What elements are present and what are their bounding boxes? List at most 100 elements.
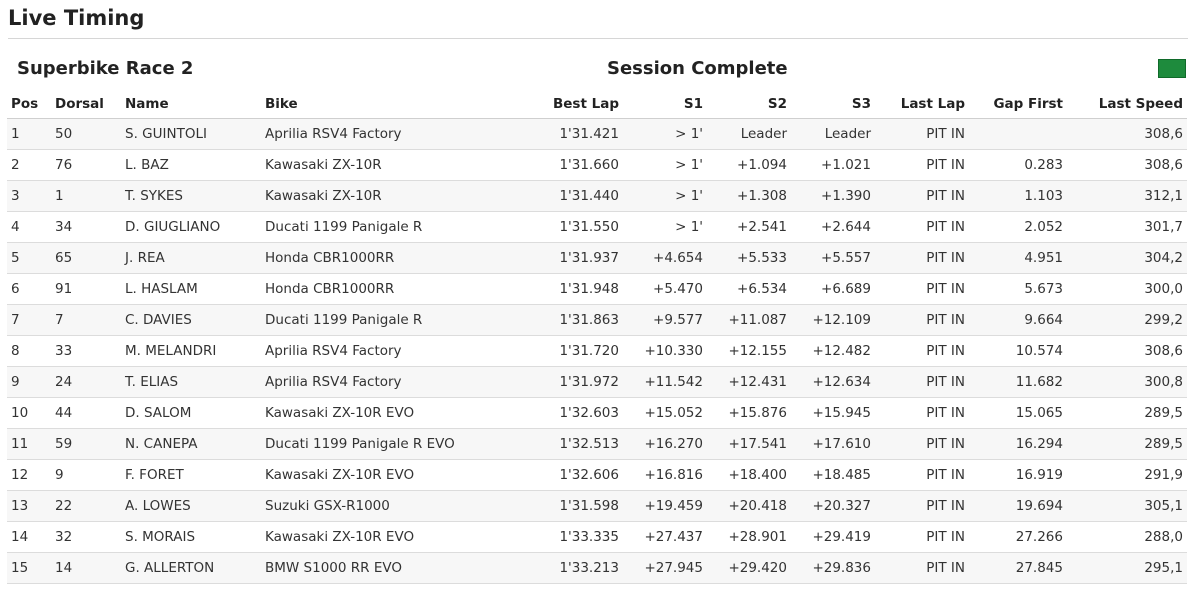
column-header-last-lap: Last Lap <box>875 89 969 119</box>
cell-gap-first <box>969 118 1067 150</box>
table-row: 13 22 A. LOWES Suzuki GSX-R1000 1'31.598 +19.… <box>7 490 1187 522</box>
cell-best-lap: 1'31.863 <box>493 304 623 336</box>
cell-rider-name: S. MORAIS <box>121 521 261 553</box>
cell-rider-name: D. SALOM <box>121 397 261 429</box>
cell-last-lap: PIT IN <box>875 397 969 429</box>
cell-pos: 12 <box>7 459 51 491</box>
cell-gap-first: 27.845 <box>969 552 1067 584</box>
cell-dorsal: 1 <box>51 180 121 212</box>
cell-s3: +20.327 <box>791 490 875 522</box>
cell-best-lap: 1'33.335 <box>493 521 623 553</box>
cell-dorsal: 91 <box>51 273 121 305</box>
cell-s2: +15.876 <box>707 397 791 429</box>
cell-s1: +19.459 <box>623 490 707 522</box>
cell-pos: 2 <box>7 149 51 181</box>
cell-last-speed: 304,2 <box>1067 242 1187 274</box>
cell-rider-name: J. REA <box>121 242 261 274</box>
cell-dorsal: 24 <box>51 366 121 398</box>
cell-gap-first: 0.283 <box>969 149 1067 181</box>
cell-gap-first: 2.052 <box>969 211 1067 243</box>
cell-dorsal: 33 <box>51 335 121 367</box>
cell-bike: Ducati 1199 Panigale R <box>261 304 493 336</box>
cell-dorsal: 9 <box>51 459 121 491</box>
cell-rider-name: L. HASLAM <box>121 273 261 305</box>
cell-bike: Aprilia RSV4 Factory <box>261 118 493 150</box>
table-row: 10 44 D. SALOM Kawasaki ZX-10R EVO 1'32.603 +… <box>7 397 1187 429</box>
cell-s2: +11.087 <box>707 304 791 336</box>
cell-pos: 10 <box>7 397 51 429</box>
cell-best-lap: 1'31.948 <box>493 273 623 305</box>
cell-rider-name: T. SYKES <box>121 180 261 212</box>
cell-s1: +9.577 <box>623 304 707 336</box>
cell-last-lap: PIT IN <box>875 552 969 584</box>
cell-gap-first: 27.266 <box>969 521 1067 553</box>
cell-s3: +29.419 <box>791 521 875 553</box>
cell-pos: 1 <box>7 118 51 150</box>
timing-table: Pos Dorsal Name Bike Best Lap S1 S2 S3 L… <box>7 89 1187 584</box>
table-row: 14 32 S. MORAIS Kawasaki ZX-10R EVO 1'33.335… <box>7 521 1187 553</box>
table-row: 7 7 C. DAVIES Ducati 1199 Panigale R 1'31.86… <box>7 304 1187 336</box>
cell-last-speed: 289,5 <box>1067 428 1187 460</box>
cell-bike: Aprilia RSV4 Factory <box>261 366 493 398</box>
cell-best-lap: 1'33.213 <box>493 552 623 584</box>
cell-dorsal: 59 <box>51 428 121 460</box>
cell-last-speed: 295,1 <box>1067 552 1187 584</box>
cell-s2: +5.533 <box>707 242 791 274</box>
cell-best-lap: 1'31.421 <box>493 118 623 150</box>
cell-last-lap: PIT IN <box>875 490 969 522</box>
cell-last-speed: 308,6 <box>1067 118 1187 150</box>
cell-bike: Ducati 1199 Panigale R <box>261 211 493 243</box>
table-row: 4 34 D. GIUGLIANO Ducati 1199 Panigale R 1'3… <box>7 211 1187 243</box>
cell-last-lap: PIT IN <box>875 335 969 367</box>
cell-s2: +2.541 <box>707 211 791 243</box>
cell-gap-first: 16.294 <box>969 428 1067 460</box>
cell-s2: +17.541 <box>707 428 791 460</box>
cell-s1: > 1' <box>623 118 707 150</box>
cell-s1: > 1' <box>623 211 707 243</box>
cell-pos: 5 <box>7 242 51 274</box>
cell-s2: +12.155 <box>707 335 791 367</box>
cell-bike: Kawasaki ZX-10R <box>261 149 493 181</box>
cell-dorsal: 65 <box>51 242 121 274</box>
cell-s3: +18.485 <box>791 459 875 491</box>
cell-last-speed: 288,0 <box>1067 521 1187 553</box>
cell-pos: 14 <box>7 521 51 553</box>
cell-gap-first: 19.694 <box>969 490 1067 522</box>
cell-gap-first: 1.103 <box>969 180 1067 212</box>
column-header-s2: S2 <box>707 89 791 119</box>
cell-gap-first: 4.951 <box>969 242 1067 274</box>
cell-last-speed: 289,5 <box>1067 397 1187 429</box>
cell-last-lap: PIT IN <box>875 366 969 398</box>
table-row: 9 24 T. ELIAS Aprilia RSV4 Factory 1'31.972 +… <box>7 366 1187 398</box>
cell-best-lap: 1'31.660 <box>493 149 623 181</box>
cell-s1: +4.654 <box>623 242 707 274</box>
cell-bike: Honda CBR1000RR <box>261 242 493 274</box>
column-header-gap-first: Gap First <box>969 89 1067 119</box>
column-header-last-speed: Last Speed <box>1067 89 1187 119</box>
cell-s2: +6.534 <box>707 273 791 305</box>
cell-pos: 3 <box>7 180 51 212</box>
cell-last-speed: 305,1 <box>1067 490 1187 522</box>
session-status: Session Complete <box>607 58 788 79</box>
cell-dorsal: 7 <box>51 304 121 336</box>
cell-s2: +20.418 <box>707 490 791 522</box>
cell-dorsal: 22 <box>51 490 121 522</box>
cell-dorsal: 14 <box>51 552 121 584</box>
cell-s2: +29.420 <box>707 552 791 584</box>
table-row: 15 14 G. ALLERTON BMW S1000 RR EVO 1'33.213 +… <box>7 552 1187 584</box>
cell-rider-name: N. CANEPA <box>121 428 261 460</box>
cell-dorsal: 50 <box>51 118 121 150</box>
cell-dorsal: 44 <box>51 397 121 429</box>
cell-pos: 11 <box>7 428 51 460</box>
cell-best-lap: 1'32.606 <box>493 459 623 491</box>
cell-last-lap: PIT IN <box>875 180 969 212</box>
cell-gap-first: 10.574 <box>969 335 1067 367</box>
cell-last-lap: PIT IN <box>875 459 969 491</box>
cell-last-lap: PIT IN <box>875 211 969 243</box>
cell-last-speed: 301,7 <box>1067 211 1187 243</box>
cell-s3: +12.482 <box>791 335 875 367</box>
cell-s1: +15.052 <box>623 397 707 429</box>
cell-rider-name: A. LOWES <box>121 490 261 522</box>
cell-gap-first: 9.664 <box>969 304 1067 336</box>
cell-s1: +16.270 <box>623 428 707 460</box>
